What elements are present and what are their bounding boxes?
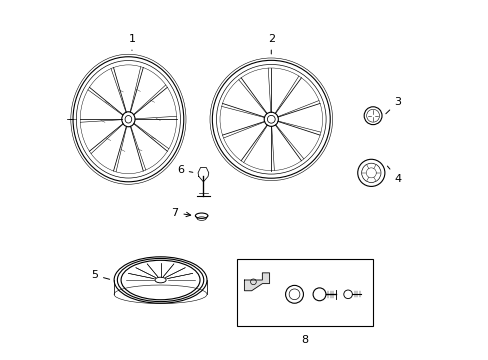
Text: 7: 7: [171, 208, 190, 218]
Text: 8: 8: [301, 336, 308, 345]
Polygon shape: [244, 273, 269, 291]
Text: 3: 3: [385, 97, 401, 114]
Text: 4: 4: [386, 166, 401, 184]
Bar: [237, 258, 372, 327]
Text: 6: 6: [176, 165, 192, 175]
Text: 2: 2: [267, 35, 274, 54]
Text: 5: 5: [91, 270, 109, 280]
Text: 1: 1: [128, 35, 135, 50]
